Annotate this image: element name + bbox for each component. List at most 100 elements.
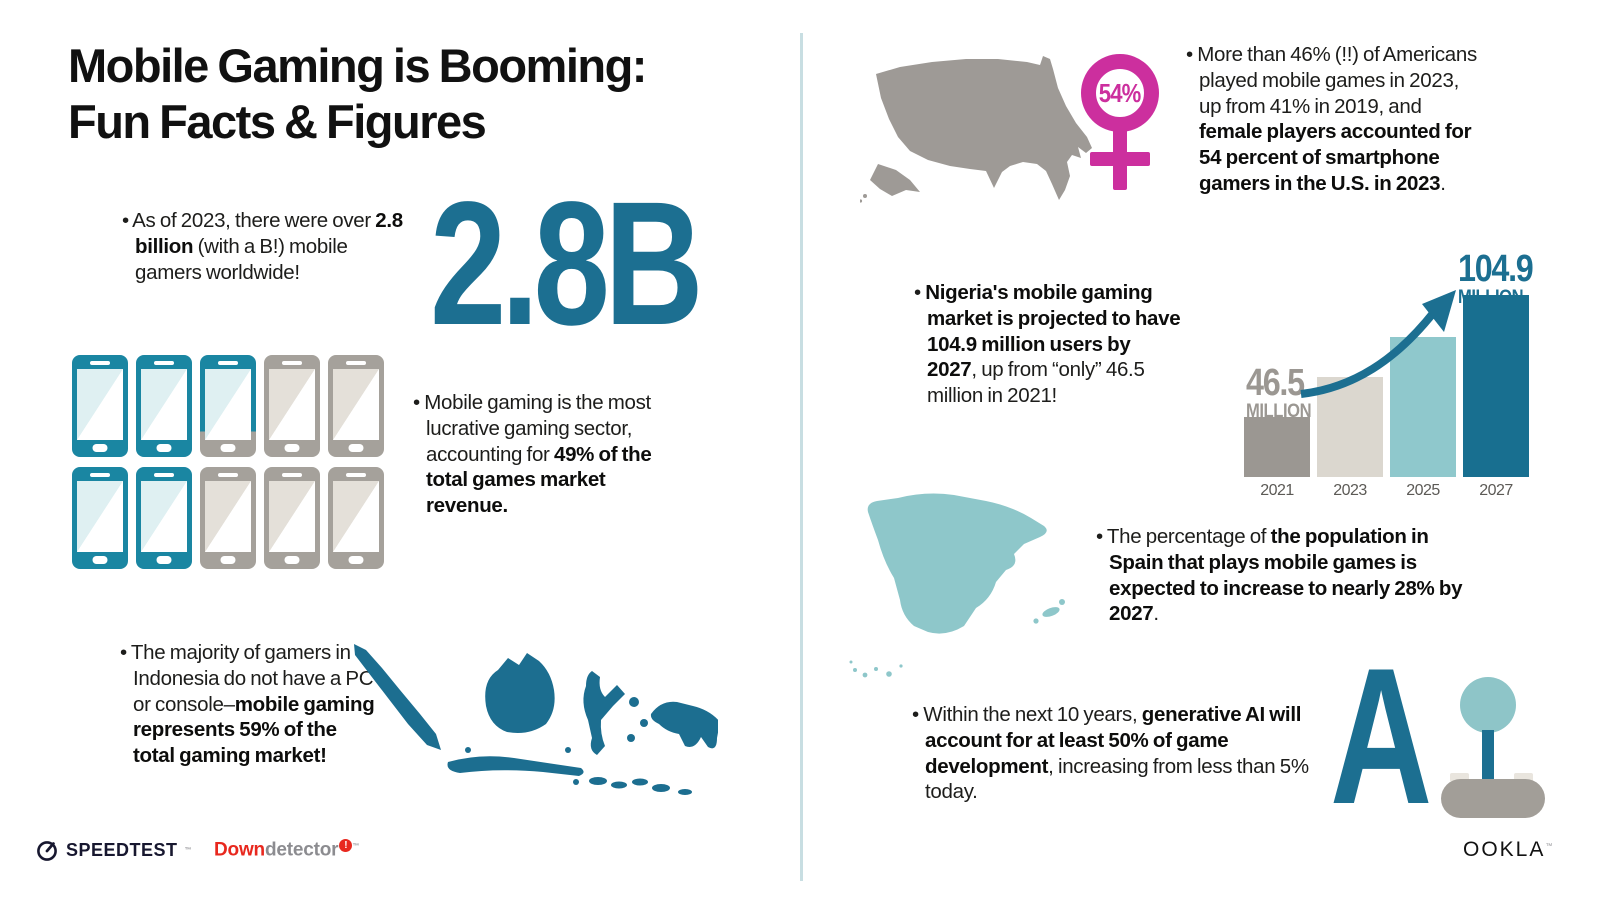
fact-usa-bold: female players accounted for 54 percent … (1199, 120, 1472, 196)
phone-icon-gray (264, 355, 320, 457)
phone-speaker (90, 361, 110, 365)
fact-indonesia-bold: mobile gaming represents 59% of the tota… (133, 692, 375, 768)
phone-screen (205, 481, 251, 552)
phone-home (348, 444, 364, 452)
fact-spain-text: The percentage of (1106, 525, 1271, 548)
fact-indonesia-text: The majority of gamers in Indonesia do n… (130, 641, 374, 716)
bar-2025 (1390, 337, 1456, 477)
speedtest-logo: SPEEDTEST ™ (35, 838, 192, 862)
fact-ai: • Within the next 10 years, generative A… (912, 702, 1319, 805)
phone-icon-teal (136, 467, 192, 569)
fact-gamers: • As of 2023, there were over 2.8 billio… (122, 208, 407, 285)
page-title-line2: Fun Facts & Figures (68, 95, 487, 149)
fact-usa-post: . (1440, 172, 1446, 196)
ai-letter-a: A (1330, 628, 1433, 845)
phone-icon-teal (136, 355, 192, 457)
bar-column-2023: 2023 (1317, 377, 1383, 500)
bar-column-2027: 2027 (1463, 295, 1529, 500)
fact-gamers-bold: 2.8 billion (135, 209, 403, 258)
page-title-line1: Mobile Gaming is Booming: (68, 39, 647, 92)
joystick-icon (1441, 677, 1545, 818)
phone-icon-gray (328, 355, 384, 457)
phone-speaker (90, 473, 110, 477)
nigeria-users-bar-chart: 46.5 MILLION 104.9 MILLION 2021202320252… (1222, 250, 1534, 500)
downdetector-tm: ™ (352, 842, 360, 850)
phone-screen (269, 369, 315, 440)
phone-speaker (154, 361, 174, 365)
phone-speaker (218, 473, 238, 477)
page-title: Mobile Gaming is Booming: Fun Facts & Fi… (68, 38, 647, 151)
fact-revenue-text: Mobile gaming is the most lucrative gami… (424, 391, 651, 466)
bar-year-label: 2025 (1406, 482, 1440, 499)
phone-icon-gray (328, 467, 384, 569)
chart-label-2021: 46.5 MILLION (1246, 362, 1323, 422)
phone-home (92, 556, 108, 564)
phone-home (284, 444, 300, 452)
downdetector-word-detector: detector (264, 839, 339, 861)
bar-column-2025: 2025 (1390, 337, 1456, 500)
fact-revenue: • Mobile gaming is the most lucrative ga… (413, 390, 678, 519)
speedtest-wordmark: SPEEDTEST (66, 839, 178, 860)
phone-icon-teal (72, 355, 128, 457)
phone-icon-partial (200, 355, 256, 457)
bar-chart-bars: 2021 2023 2025 2027 (1244, 295, 1529, 500)
usa-map (860, 56, 1092, 203)
bullet: • (1096, 525, 1107, 548)
fact-ai-bold: generative AI will account for at least … (925, 703, 1302, 778)
phone-screen (77, 369, 123, 440)
phone-icon-teal (72, 467, 128, 569)
phone-home (156, 444, 172, 452)
phone-home (92, 444, 108, 452)
ookla-wordmark: OOKLA (1463, 838, 1546, 861)
bar-2023 (1317, 377, 1383, 477)
fact-nigeria-post: , up from “only” 46.5 million in 2021! (927, 358, 1145, 408)
phone-speaker (346, 361, 366, 365)
downdetector-exclamation-badge: ! (339, 838, 353, 852)
downdetector-logo: Downdetector! ™ (214, 838, 360, 861)
phone-home (220, 444, 236, 452)
fact-indonesia: • The majority of gamers in Indonesia do… (120, 640, 379, 769)
bar-year-label: 2023 (1333, 482, 1367, 499)
phone-screen (333, 369, 379, 440)
fact-usa: • More than 46% (!!) of Americans played… (1186, 42, 1483, 197)
fact-usa-text: More than 46% (!!) of Americans played m… (1197, 43, 1477, 118)
fact-spain: • The percentage of the population in Sp… (1096, 524, 1471, 627)
phone-icon-gray (264, 467, 320, 569)
bar-year-label: 2021 (1260, 482, 1294, 499)
bar-2027 (1463, 295, 1529, 477)
phone-home (220, 556, 236, 564)
fact-nigeria-bold: Nigeria's mobile gaming market is projec… (925, 281, 1181, 382)
bullet: • (1186, 43, 1198, 66)
phone-speaker (154, 473, 174, 477)
big-number-2-8b: 2.8B (430, 166, 704, 362)
indonesia-map (354, 644, 718, 795)
phone-speaker (218, 361, 238, 365)
female-symbol-badge: 54% (1099, 79, 1141, 108)
fact-spain-bold: the population in Spain that plays mobil… (1109, 525, 1463, 626)
phone-screen (141, 369, 187, 440)
fact-gamers-text: As of 2023, there were over (132, 209, 376, 232)
phone-screen (141, 481, 187, 552)
bullet: • (120, 641, 131, 664)
downdetector-word-down: Down (214, 839, 265, 861)
bullet: • (914, 281, 926, 304)
female-symbol: 54% (1081, 54, 1159, 190)
bar-column-2021: 2021 (1244, 417, 1310, 500)
phone-grid (72, 355, 386, 569)
phone-home (284, 556, 300, 564)
phone-speaker (346, 473, 366, 477)
growth-arrow-icon (1300, 290, 1456, 398)
fact-revenue-bold: 49% of the total games market revenue. (426, 442, 652, 518)
phone-speaker (282, 361, 302, 365)
phone-screen (77, 481, 123, 552)
center-divider (800, 33, 803, 881)
spain-map (849, 493, 1065, 678)
ookla-tm: ™ (1545, 843, 1555, 850)
bullet: • (122, 209, 133, 232)
chart-value-2021: 46.5 (1246, 362, 1305, 404)
phone-screen (333, 481, 379, 552)
phone-home (348, 556, 364, 564)
fact-spain-post: . (1153, 602, 1159, 626)
phone-icon-gray (200, 467, 256, 569)
